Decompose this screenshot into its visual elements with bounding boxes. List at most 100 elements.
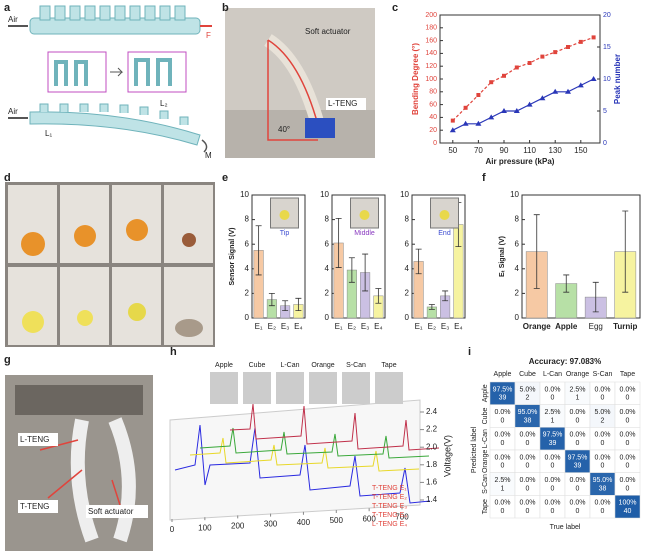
- panel-label: c: [392, 2, 398, 14]
- cell-percent: 0.0%: [570, 500, 586, 507]
- marker: [566, 45, 570, 49]
- x-tick-label: Orange: [523, 322, 552, 331]
- inset-label: End: [438, 230, 451, 237]
- cell-count: 39: [549, 440, 557, 447]
- chambers: [39, 5, 186, 21]
- waveform: [189, 437, 420, 472]
- cell-count: 38: [524, 417, 532, 424]
- x-tick-label: E₂: [428, 322, 436, 331]
- label: Soft actuator: [88, 507, 134, 516]
- cell-percent: 0.0%: [520, 477, 536, 484]
- y-tick-label: 20: [429, 127, 437, 134]
- y-tick-label: L-Can: [482, 429, 489, 448]
- cell-count: 40: [624, 508, 632, 515]
- cell-percent: 5.0%: [520, 386, 536, 393]
- error-bar: [335, 217, 342, 268]
- x-tick-label: Turnip: [613, 322, 637, 331]
- error-bar: [428, 304, 435, 310]
- marker: [540, 54, 545, 59]
- error-bar: [375, 288, 382, 304]
- label: L-TENG: [20, 435, 49, 444]
- moment-arrow: [201, 139, 208, 153]
- cell-percent: 0.0%: [620, 477, 636, 484]
- marker: [476, 93, 481, 97]
- y-tick-label: 0: [515, 313, 520, 322]
- cell-count: 0: [576, 485, 580, 492]
- legend-entry: L-TENG E₄: [372, 521, 407, 528]
- y2-tick-label: 15: [603, 44, 611, 51]
- z-tick-label: 1.8: [426, 460, 438, 469]
- cell-percent: 0.0%: [495, 454, 511, 461]
- x-tick-label: Cube: [519, 371, 536, 378]
- y-tick-label: 0: [325, 313, 330, 322]
- x-tick-label: S-Can: [593, 371, 613, 378]
- actuator-bent: [29, 111, 201, 146]
- marker: [578, 39, 583, 44]
- error-bar: [295, 297, 302, 312]
- x-tick-label: 300: [264, 520, 278, 529]
- panel-h-plot: [169, 372, 440, 521]
- y-tick-label: 80: [429, 89, 437, 96]
- error-bar: [282, 300, 289, 312]
- marker: [501, 108, 507, 113]
- y-tick-label: Apple: [482, 384, 489, 402]
- label: Soft actuator: [305, 27, 351, 36]
- cell-percent: 0.0%: [620, 454, 636, 461]
- y-tick-label: 6: [405, 239, 410, 248]
- legend-entry: T-TENG E₂: [372, 494, 407, 501]
- cell-percent: 97.5%: [568, 454, 588, 461]
- x-tick-label: E₃: [361, 322, 370, 331]
- cell-percent: 0.0%: [570, 477, 586, 484]
- object-label: Cube: [249, 362, 266, 369]
- panel-a-drawing: [8, 5, 212, 153]
- marker: [553, 50, 558, 55]
- z-tick-label: 1.4: [426, 495, 438, 504]
- panel-label: b: [222, 2, 229, 14]
- cell-count: 0: [551, 463, 555, 470]
- x-tick-label: 130: [549, 146, 563, 155]
- cell-count: 38: [599, 485, 607, 492]
- marker: [565, 88, 571, 94]
- cell-percent: 0.0%: [520, 500, 536, 507]
- error-bar: [592, 281, 599, 313]
- y-axis-label: Eₜ Signal (V): [499, 236, 506, 277]
- marker: [577, 82, 584, 88]
- error-bar: [348, 257, 355, 283]
- error-bar: [622, 210, 629, 293]
- inset-object: [359, 210, 370, 220]
- y-tick-label: 2: [325, 289, 330, 298]
- bent-chambers: [39, 103, 189, 125]
- y-tick-label: 2: [515, 289, 520, 298]
- panel-label: d: [4, 172, 11, 184]
- cell-count: 0: [576, 508, 580, 515]
- y-tick-label: 100: [425, 76, 437, 83]
- zoom-chambers: [134, 58, 172, 86]
- cell-count: 1: [551, 417, 555, 424]
- object-label: L-Can: [280, 362, 299, 369]
- cell-count: 0: [526, 440, 530, 447]
- cell-count: 1: [501, 485, 505, 492]
- x-tick-label: E₄: [374, 322, 383, 331]
- panel-g-photo: [5, 375, 153, 551]
- z-tick-label: 2.4: [426, 407, 438, 416]
- label: Air: [8, 15, 18, 24]
- legend-entry: T-TENG E₄: [372, 512, 407, 519]
- angle-lines: [267, 39, 319, 141]
- cell-count: 0: [551, 508, 555, 515]
- x-tick-label: 70: [474, 146, 483, 155]
- cell-percent: 5.0%: [595, 409, 611, 416]
- y-axis-label: Predicted label: [471, 426, 478, 473]
- cell-count: 0: [551, 395, 555, 402]
- label: F: [206, 31, 211, 40]
- marker: [539, 95, 546, 101]
- x-tick-label: 500: [330, 516, 344, 525]
- error-bar: [563, 274, 570, 293]
- cell-count: 0: [601, 463, 605, 470]
- z-tick-label: 1.6: [426, 478, 438, 487]
- z-tick-label: 2.0: [426, 442, 438, 451]
- cell-percent: 0.0%: [595, 386, 611, 393]
- cell-percent: 0.0%: [595, 500, 611, 507]
- marker: [502, 73, 506, 78]
- cell-percent: 0.0%: [520, 454, 536, 461]
- plot-frame: [411, 194, 466, 319]
